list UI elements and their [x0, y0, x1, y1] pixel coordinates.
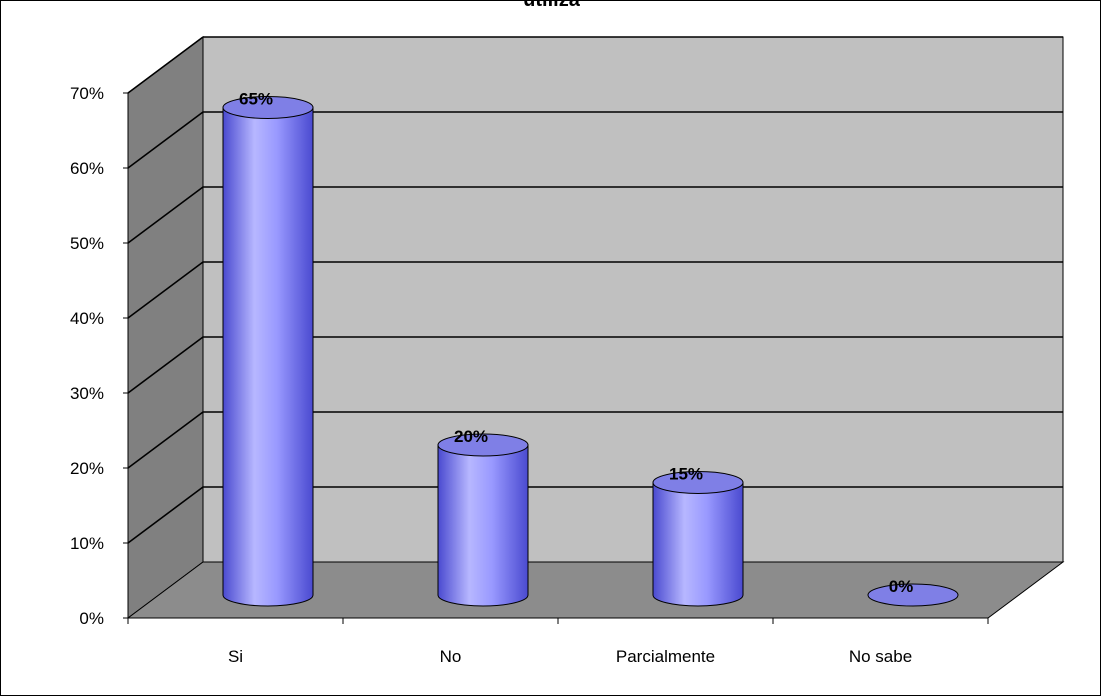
side-wall — [127, 36, 204, 619]
y-tick-label: 10% — [70, 534, 104, 553]
y-tick-label: 60% — [70, 159, 104, 178]
bar-si — [222, 107, 314, 607]
bar-parcialmente — [652, 482, 744, 607]
gridline-side — [127, 111, 204, 169]
x-category-label: Si — [228, 647, 243, 666]
bar-no — [437, 444, 529, 607]
data-label: 15% — [669, 465, 703, 484]
y-tick-label: 0% — [79, 609, 104, 628]
bar-top-parcialmente — [652, 471, 744, 494]
bar-top-no-sabe — [867, 583, 959, 607]
gridline-side — [127, 411, 204, 469]
data-label: 0% — [889, 577, 914, 596]
bar-top-si — [222, 96, 314, 119]
y-tick-label: 40% — [70, 309, 104, 328]
x-category-label: No sabe — [849, 647, 912, 666]
back-wall — [202, 36, 1064, 563]
y-tick-label: 50% — [70, 234, 104, 253]
chart-title: utiliza — [523, 0, 580, 11]
y-tick-label: 70% — [70, 84, 104, 103]
data-label: 65% — [239, 90, 273, 109]
y-tick-label: 20% — [70, 459, 104, 478]
bar-top-no — [437, 433, 529, 457]
data-label: 20% — [454, 427, 488, 446]
gridline-side — [127, 186, 204, 244]
x-category-label: No — [440, 647, 462, 666]
x-category-label: Parcialmente — [616, 647, 715, 666]
gridline-side — [127, 36, 204, 94]
gridline-side — [127, 486, 204, 544]
gridline-side — [127, 261, 204, 319]
y-tick-label: 30% — [70, 384, 104, 403]
gridline-side — [127, 336, 204, 394]
